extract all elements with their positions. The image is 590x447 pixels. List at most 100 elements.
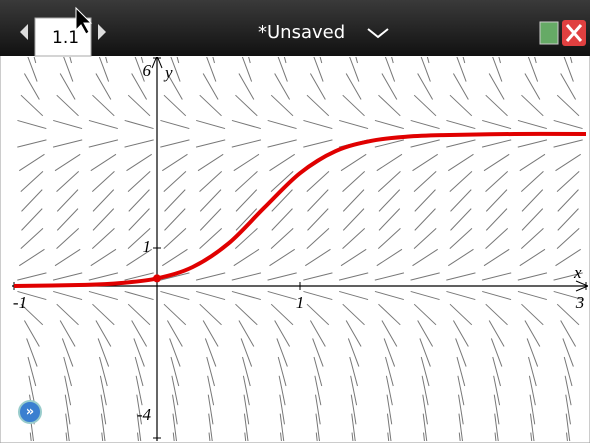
slope-segment — [420, 57, 431, 82]
slope-segment — [20, 171, 44, 192]
slope-segment — [162, 248, 188, 267]
slope-segment — [374, 272, 405, 281]
slope-segment — [456, 57, 467, 82]
dropdown-icon[interactable] — [367, 28, 389, 39]
slope-segment — [314, 375, 322, 406]
slope-segment — [303, 139, 333, 148]
slope-segment — [27, 356, 37, 387]
slope-segment — [458, 394, 464, 425]
slope-segment — [340, 248, 367, 267]
slope-segment — [307, 189, 329, 212]
x-tick-label: 1 — [296, 293, 305, 312]
slope-segment — [450, 189, 472, 212]
slope-segment — [530, 432, 533, 441]
y-axis-label: y — [163, 63, 173, 82]
slope-segment — [383, 338, 396, 367]
slope-segment — [553, 139, 583, 148]
slope-segment — [242, 375, 250, 406]
slope-segment — [63, 57, 74, 82]
slope-segment — [556, 171, 580, 192]
slope-segment — [56, 94, 79, 117]
slope-segment — [90, 248, 117, 267]
slope-segment — [391, 57, 394, 64]
slope-segment — [520, 228, 544, 249]
slope-segment — [92, 303, 115, 326]
slope-segment — [169, 338, 181, 367]
slope-segment — [131, 73, 148, 100]
slope-segment — [342, 94, 365, 117]
slope-segment — [267, 290, 297, 301]
slope-segment — [166, 73, 183, 100]
slope-segment — [569, 57, 573, 64]
slope-segment — [160, 119, 190, 130]
y-tick-label: -4 — [137, 405, 152, 424]
slope-segment — [374, 139, 405, 148]
slope-segment — [23, 73, 40, 100]
slope-segment — [412, 153, 438, 172]
slope-segment — [279, 413, 285, 441]
slope-segment — [446, 272, 476, 281]
slope-segment — [124, 272, 154, 281]
slope-segment — [100, 394, 107, 425]
slope-segment — [19, 248, 45, 267]
slope-segment — [20, 228, 44, 249]
slope-segment — [99, 356, 108, 387]
slope-segment — [17, 290, 47, 301]
slope-segment — [378, 189, 401, 212]
slope-segment — [127, 171, 151, 192]
slope-segment — [202, 73, 219, 100]
slope-segment — [519, 153, 546, 172]
slope-segment — [349, 57, 360, 82]
slope-segment — [349, 356, 358, 387]
slope-segment — [128, 189, 150, 212]
slope-segment — [534, 57, 537, 64]
slope-segment — [450, 208, 472, 231]
slope-segment — [498, 57, 501, 64]
slope-segment — [457, 375, 465, 406]
slope-segment — [88, 119, 118, 130]
slope-segment — [555, 153, 581, 172]
slope-segment — [412, 248, 438, 267]
slope-segment — [417, 320, 434, 347]
slope-segment — [517, 139, 548, 148]
slope-segment — [345, 73, 362, 100]
slope-segment — [449, 228, 473, 249]
slope-segment — [269, 248, 295, 267]
y-tick-label: 1 — [143, 237, 152, 256]
slope-segment — [56, 228, 80, 249]
slope-segment — [17, 272, 47, 281]
plot — [12, 57, 588, 441]
slope-segment — [340, 153, 367, 172]
slope-segment — [163, 94, 187, 117]
slope-segment — [172, 413, 177, 441]
next-arrow[interactable] — [98, 24, 106, 40]
slope-segment — [519, 248, 546, 267]
slope-segment — [521, 189, 544, 212]
slope-segment — [92, 208, 115, 231]
slope-segment — [560, 320, 577, 347]
slope-segment — [135, 375, 143, 406]
slope-segment — [492, 57, 503, 82]
slope-segment — [524, 73, 541, 100]
slope-segment — [243, 413, 249, 441]
slope-segment — [303, 119, 333, 130]
slope-segment — [19, 153, 45, 172]
slope-segment — [342, 208, 365, 231]
slope-segment — [97, 338, 110, 367]
slope-segment — [199, 228, 223, 249]
slope-segment — [124, 119, 154, 130]
slope-segment — [377, 171, 401, 192]
slope-segment — [381, 73, 398, 100]
slope-segment — [378, 208, 401, 231]
slope-segment — [306, 171, 330, 192]
slope-segment — [410, 290, 440, 301]
slope-segment — [241, 57, 253, 82]
slope-segment — [566, 432, 568, 441]
slope-segment — [485, 171, 509, 192]
slope-segment — [234, 171, 258, 192]
expand-button[interactable] — [18, 400, 42, 424]
slope-segment — [136, 413, 142, 441]
slope-segment — [312, 338, 324, 367]
prev-arrow[interactable] — [20, 24, 28, 40]
slope-segment — [485, 303, 508, 326]
